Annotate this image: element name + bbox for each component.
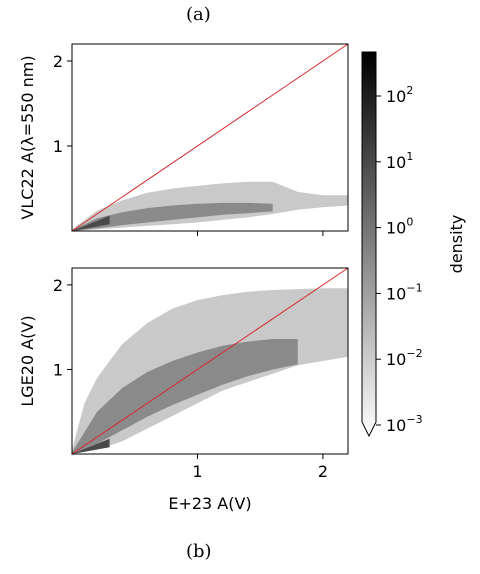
density-map-b: [72, 288, 348, 454]
y-axis-label-a: VLC22 A(λ=550 nm): [18, 55, 37, 219]
ticks-b: 1 2 1 2: [53, 276, 328, 481]
colorbar-tick-label: 10−2: [386, 347, 423, 369]
panel-b: 1 2 1 2 LGE20 A(V) E+23 A(V): [18, 267, 349, 513]
y-tick-label: 1: [53, 137, 63, 156]
colorbar-tick-label: 102: [386, 84, 413, 106]
caption-a: (a): [186, 4, 211, 25]
colorbar-tick-exponent: −2: [406, 347, 422, 360]
colorbar-tick-exponent: 2: [406, 84, 413, 97]
density-peak-region: [72, 438, 110, 454]
colorbar-tick-base: 10: [386, 284, 406, 303]
density-map-a: [72, 181, 348, 231]
colorbar-tick-label: 10−3: [386, 413, 423, 435]
identity-line-a: [71, 43, 349, 232]
x-tick-label: 1: [192, 462, 202, 481]
y-tick-label: 2: [53, 276, 63, 295]
colorbar-tick-label: 10−1: [386, 281, 423, 303]
density-core-region: [72, 202, 273, 231]
panel-a: 12 VLC22 A(λ=550 nm): [18, 43, 349, 236]
colorbar-body: [361, 51, 377, 438]
density-peak-region: [72, 215, 110, 231]
axes-frame-b: [71, 267, 349, 455]
y-tick-label: 1: [53, 360, 63, 379]
y-axis-label-b: LGE20 A(V): [18, 315, 37, 406]
colorbar-tick-base: 10: [386, 350, 406, 369]
x-axis-label-b: E+23 A(V): [168, 494, 251, 513]
colorbar-tick-base: 10: [386, 153, 406, 172]
colorbar-label: density: [447, 215, 466, 274]
colorbar-tick-label: 101: [386, 150, 413, 172]
y-tick-label: 2: [53, 52, 63, 71]
x-tick-label: 2: [318, 462, 328, 481]
density-core-region: [72, 339, 298, 454]
ticks-a: 12: [53, 52, 324, 236]
colorbar-tick-exponent: −3: [406, 413, 422, 426]
caption-b: (b): [186, 541, 212, 562]
colorbar-tick-base: 10: [386, 219, 406, 238]
colorbar-tick-exponent: 1: [406, 150, 413, 163]
colorbar-tick-label: 100: [386, 216, 413, 238]
identity-line-b: [71, 267, 349, 455]
colorbar-tick-base: 10: [386, 87, 406, 106]
colorbar-tick-base: 10: [386, 416, 406, 435]
figure-svg: 12 VLC22 A(λ=550 nm) 1 212 LGE20 A(V) E+2…: [18, 43, 466, 513]
colorbar-tick-exponent: −1: [406, 281, 422, 294]
colorbar-tick-exponent: 0: [406, 216, 413, 229]
axes-frame-a: [71, 43, 349, 232]
